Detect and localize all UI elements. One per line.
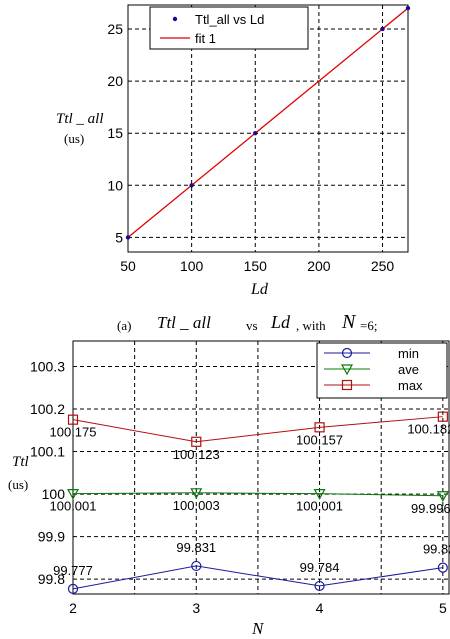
legend-marker-max — [341, 379, 353, 391]
marker-min — [314, 580, 325, 592]
x-tick-label: 50 — [120, 258, 136, 274]
y-tick-label: 100.3 — [30, 359, 65, 375]
data-label: 100.001 — [296, 499, 343, 514]
y-ticks-b: 99.8 99.9 100 100.1 100.2 100.3 — [30, 359, 65, 588]
data-label: 100.001 — [50, 499, 97, 514]
x-tick-label: 250 — [371, 258, 395, 274]
data-point — [253, 130, 258, 136]
data-point — [189, 183, 194, 188]
marker-min — [67, 583, 79, 594]
data-label: 100.175 — [50, 425, 97, 440]
y-tick-label: 100.1 — [30, 444, 65, 460]
x-tick-label: 4 — [316, 600, 324, 616]
legend-label-ave: ave — [398, 362, 419, 377]
series-b: 99.777 99.831 99.784 99.827 100.001 100.003 10… — [50, 411, 450, 594]
marker-ave — [313, 489, 326, 500]
marker-max — [191, 436, 202, 447]
x-tick-label: 2 — [69, 600, 77, 616]
series-line-ave — [72, 492, 443, 497]
legend-label-fit: fit 1 — [195, 31, 216, 46]
legend-a: Ttl_all vs Ld fit 1 — [149, 6, 309, 50]
y-tick-label: 100.2 — [30, 401, 65, 417]
data-label: 100.123 — [173, 447, 220, 462]
data-label: 99.827 — [423, 542, 450, 557]
y-tick-label: 15 — [107, 125, 123, 141]
y-ticks-a: 5 10 15 20 25 — [107, 21, 123, 245]
marker-ave — [436, 491, 449, 503]
caption-var3: N — [341, 311, 357, 333]
x-tick-label: 3 — [192, 600, 200, 616]
x-tick-label: 5 — [439, 600, 447, 616]
data-label: 100.003 — [173, 498, 220, 513]
y-unit-a: (us) — [64, 131, 84, 146]
data-label: 99.996 — [411, 501, 450, 516]
y-tick-label: 99.9 — [38, 529, 65, 545]
legend-marker-ave — [340, 364, 354, 376]
caption-var1: Ttl _ all — [157, 313, 211, 332]
series-a — [125, 5, 411, 240]
caption-with: , with — [296, 318, 326, 333]
x-tick-label: 150 — [244, 258, 268, 274]
y-unit-b: (us) — [8, 477, 28, 492]
y-label-a: Ttl _ all — [56, 111, 104, 127]
y-tick-label: 25 — [107, 21, 123, 37]
y-tick-label: 10 — [107, 177, 123, 193]
y-tick-label: 99.8 — [38, 571, 65, 587]
legend-box-a — [149, 6, 309, 50]
x-label-b: N — [251, 619, 265, 638]
series-line-max — [72, 416, 443, 443]
data-label: 99.784 — [300, 560, 340, 575]
data-point — [125, 235, 131, 240]
caption-prefix: (a) — [117, 318, 131, 333]
caption: (a) Ttl _ all vs Ld , with N =6; — [117, 311, 377, 333]
marker-max — [437, 411, 448, 422]
x-tick-label: 100 — [180, 258, 204, 274]
data-label: 99.831 — [176, 540, 216, 555]
data-label: 100.182 — [407, 422, 450, 437]
marker-max — [67, 414, 79, 425]
x-tick-label: 200 — [307, 258, 331, 274]
fit-line — [127, 7, 409, 238]
y-tick-label: 20 — [107, 73, 123, 89]
marker-min — [437, 562, 448, 573]
data-point — [405, 5, 411, 11]
caption-var2: Ld — [270, 312, 291, 332]
data-point — [380, 26, 385, 32]
marker-ave — [190, 488, 203, 500]
legend-marker-points — [172, 16, 178, 22]
marker-max — [314, 422, 325, 433]
y-label-b: Ttl — [12, 454, 29, 470]
legend-label-points: Ttl_all vs Ld — [195, 12, 264, 27]
legend-marker-min — [341, 347, 353, 359]
marker-min — [191, 560, 202, 572]
legend-label-min: min — [398, 346, 419, 361]
legend-box-b — [316, 342, 448, 399]
x-ticks-b: 2 3 4 5 — [69, 600, 447, 616]
legend-label-max: max — [398, 378, 423, 393]
caption-vs: vs — [246, 318, 258, 333]
data-label: 99.777 — [53, 563, 93, 578]
y-tick-label: 100 — [42, 486, 66, 502]
x-label-a: Ld — [250, 281, 269, 298]
x-ticks-a: 50 100 150 200 250 — [120, 258, 394, 274]
series-line-min — [72, 565, 443, 590]
y-tick-label: 5 — [115, 229, 123, 245]
data-label: 100.157 — [296, 432, 343, 447]
marker-ave — [66, 489, 80, 500]
caption-suffix: =6; — [360, 318, 377, 333]
